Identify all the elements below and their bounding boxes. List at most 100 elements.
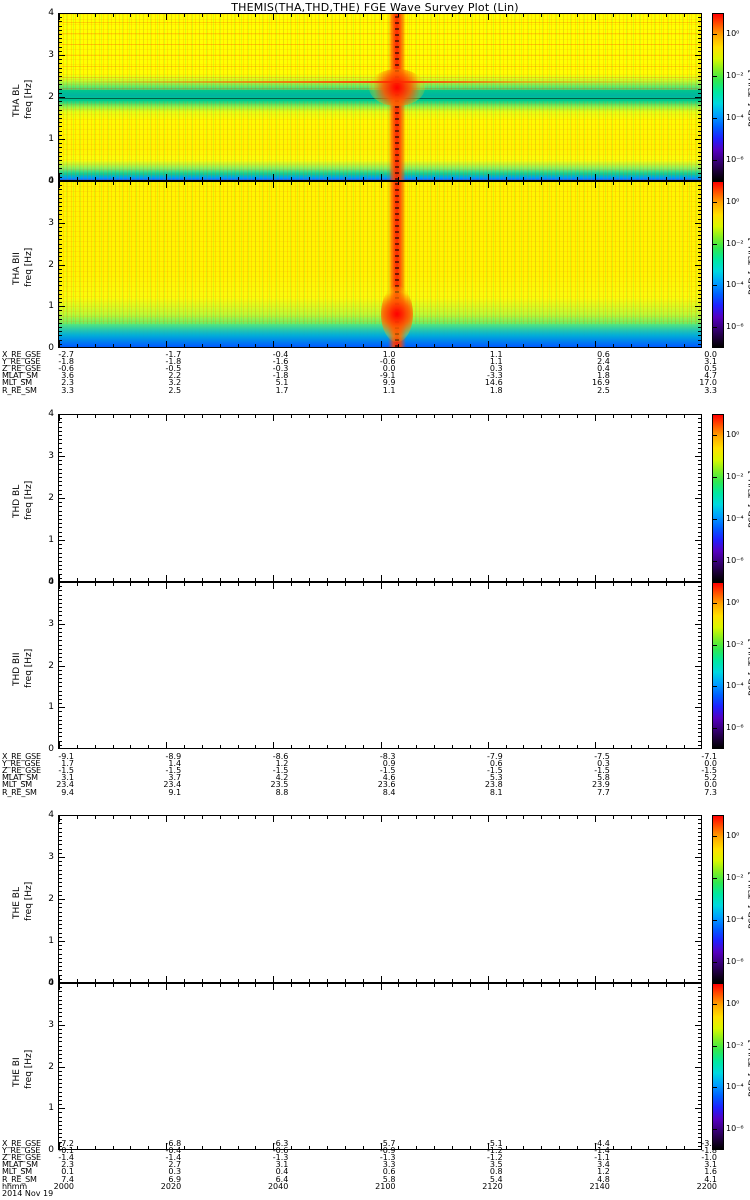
- x-tick: [148, 979, 149, 982]
- annotation-value: 3.1: [704, 1160, 717, 1170]
- x-tick: [166, 984, 167, 990]
- y-tick: [59, 878, 62, 879]
- y-tick: [59, 1100, 62, 1101]
- y-tick: [698, 93, 701, 94]
- y-tick: [698, 949, 701, 950]
- y-tick: [698, 105, 701, 106]
- annotation-value: 0.5: [704, 364, 717, 374]
- y-tick: [59, 732, 62, 733]
- x-tick: [130, 816, 131, 819]
- x-tick: [559, 979, 560, 982]
- x-tick: [363, 816, 364, 819]
- y-tick: [698, 586, 701, 587]
- x-tick: [59, 976, 60, 982]
- y-tick: [59, 21, 62, 22]
- annotation-value: -0.5: [165, 364, 182, 374]
- y-tick: [698, 1016, 701, 1017]
- y-tick: [59, 1037, 62, 1038]
- x-tick: [381, 575, 382, 581]
- annotation-value: 3.3: [704, 385, 717, 395]
- x-tick: [273, 742, 274, 748]
- y-tick-label: 0: [48, 343, 54, 353]
- y-tick: [59, 569, 62, 570]
- y-tick: [695, 13, 701, 14]
- y-tick: [59, 1025, 65, 1026]
- x-tick: [309, 182, 310, 185]
- annotation-value: -0.9: [379, 1146, 396, 1156]
- annotation-value: -1.5: [272, 766, 289, 776]
- annotation-value: 9.1: [168, 787, 182, 797]
- y-tick: [59, 244, 62, 245]
- colorbar-tick: [712, 1046, 717, 1047]
- x-tick: [488, 583, 489, 589]
- x-tick: [148, 984, 149, 987]
- y-tick: [59, 323, 62, 324]
- y-tick: [59, 716, 62, 717]
- y-tick: [59, 273, 62, 274]
- x-tick: [666, 745, 667, 748]
- y-tick: [59, 26, 62, 27]
- y-tick: [698, 1071, 701, 1072]
- y-tick: [59, 511, 62, 512]
- x-tick: [291, 14, 292, 17]
- annotation-value: -6.8: [165, 1139, 182, 1148]
- x-tick: [238, 578, 239, 581]
- y-tick: [698, 431, 701, 432]
- annotation-value: -1.5: [58, 766, 74, 776]
- x-tick: [220, 583, 221, 586]
- y-tick: [59, 160, 62, 161]
- annotation-value: 3.6: [61, 371, 74, 381]
- annotation-value: 4.6: [382, 773, 396, 783]
- x-tick: [523, 1146, 524, 1149]
- x-tick: [523, 583, 524, 586]
- x-tick: [291, 182, 292, 185]
- y-tick: [698, 194, 701, 195]
- y-tick: [59, 335, 62, 336]
- x-tick: [416, 984, 417, 987]
- y-tick: [698, 1008, 701, 1009]
- annotation-value: 0.4: [275, 1167, 289, 1177]
- y-tick: [695, 97, 701, 98]
- x-tick: [327, 583, 328, 586]
- y-tick-label: 2: [48, 259, 54, 270]
- y-tick: [698, 281, 701, 282]
- x-tick: [59, 1143, 60, 1149]
- y-tick: [59, 51, 62, 52]
- x-tick: [398, 583, 399, 586]
- y-tick: [59, 490, 62, 491]
- y-tick: [59, 628, 62, 629]
- y-tick: [698, 1121, 701, 1122]
- y-tick: [59, 422, 62, 423]
- x-tick: [416, 344, 417, 347]
- y-tick: [695, 265, 701, 266]
- x-tick: [255, 745, 256, 748]
- y-tick: [698, 553, 701, 554]
- x-tick: [666, 177, 667, 180]
- x-tick: [327, 1146, 328, 1149]
- x-tick: [613, 182, 614, 185]
- y-tick: [698, 202, 701, 203]
- y-tick: [59, 844, 62, 845]
- y-tick: [698, 1021, 701, 1022]
- annotation-value: -0.4: [272, 350, 289, 359]
- x-tick: [613, 415, 614, 418]
- annotation-value: 1.6: [704, 1167, 717, 1177]
- y-tick: [698, 819, 701, 820]
- x-tick: [59, 816, 60, 822]
- y-tick: [59, 674, 62, 675]
- x-tick: [238, 1146, 239, 1149]
- x-tick: [148, 583, 149, 586]
- y-tick: [695, 456, 701, 457]
- x-tick: [488, 976, 489, 982]
- x-tick: [59, 984, 60, 990]
- y-tick: [59, 924, 62, 925]
- annotation-row-label: MLT_SM: [2, 780, 32, 790]
- y-tick: [695, 55, 701, 56]
- panel-unit-the-bl: freq [Hz]: [24, 881, 34, 921]
- y-tick: [59, 1125, 62, 1126]
- spectrogram-event-dots: [395, 182, 400, 347]
- y-tick: [59, 448, 62, 449]
- y-tick: [695, 306, 701, 307]
- x-tick: [541, 182, 542, 185]
- y-tick: [59, 595, 62, 596]
